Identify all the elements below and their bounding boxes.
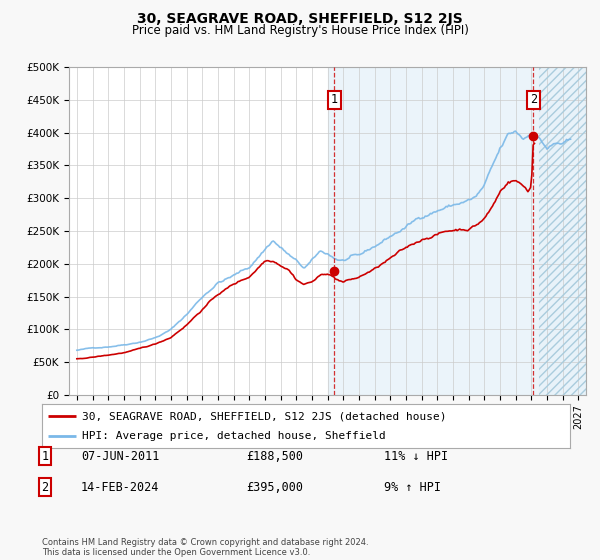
Text: 9% ↑ HPI: 9% ↑ HPI [384, 480, 441, 494]
Text: Contains HM Land Registry data © Crown copyright and database right 2024.
This d: Contains HM Land Registry data © Crown c… [42, 538, 368, 557]
Text: HPI: Average price, detached house, Sheffield: HPI: Average price, detached house, Shef… [82, 431, 385, 441]
Text: 1: 1 [331, 94, 338, 106]
Text: 14-FEB-2024: 14-FEB-2024 [81, 480, 160, 494]
Text: 30, SEAGRAVE ROAD, SHEFFIELD, S12 2JS: 30, SEAGRAVE ROAD, SHEFFIELD, S12 2JS [137, 12, 463, 26]
Text: 1: 1 [41, 450, 49, 463]
Text: 11% ↓ HPI: 11% ↓ HPI [384, 450, 448, 463]
Bar [539, 67, 586, 395]
Text: 30, SEAGRAVE ROAD, SHEFFIELD, S12 2JS (detached house): 30, SEAGRAVE ROAD, SHEFFIELD, S12 2JS (d… [82, 411, 446, 421]
Text: 07-JUN-2011: 07-JUN-2011 [81, 450, 160, 463]
Bar [328, 67, 586, 395]
Text: £395,000: £395,000 [246, 480, 303, 494]
Text: Price paid vs. HM Land Registry's House Price Index (HPI): Price paid vs. HM Land Registry's House … [131, 24, 469, 36]
Bar [539, 67, 586, 395]
Text: £188,500: £188,500 [246, 450, 303, 463]
Text: 2: 2 [41, 480, 49, 494]
Text: 2: 2 [530, 94, 537, 106]
